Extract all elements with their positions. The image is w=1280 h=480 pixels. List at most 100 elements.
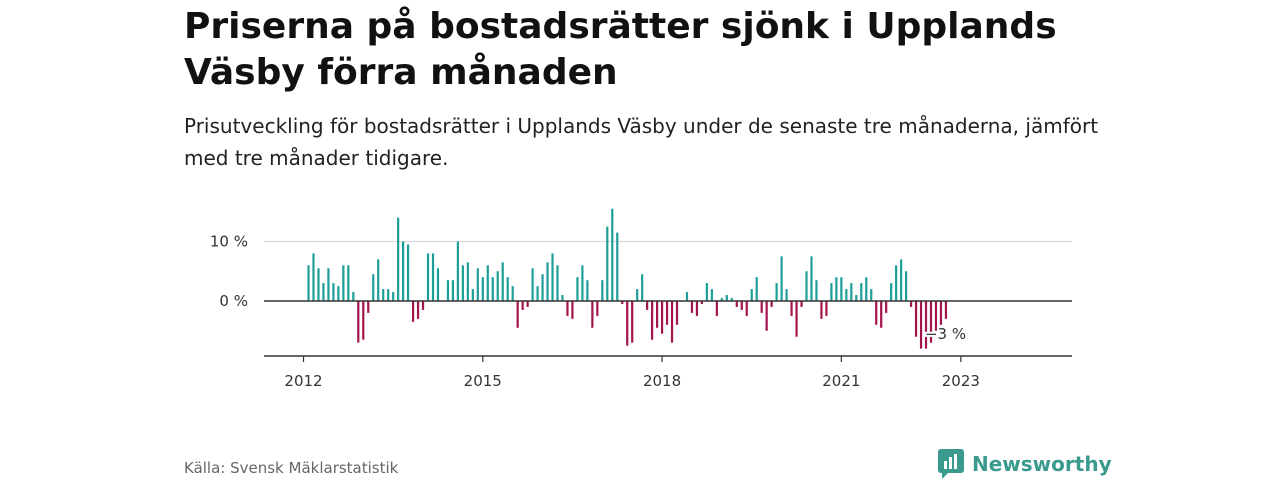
bar (357, 301, 360, 343)
bar (760, 301, 763, 313)
bar (660, 301, 664, 334)
bar (456, 241, 459, 301)
bar (865, 277, 868, 301)
x-tick-label: 2021 (822, 372, 860, 390)
bar (541, 274, 544, 302)
y-tick-label: 0 % (219, 292, 248, 310)
bar (895, 265, 898, 301)
bar (621, 301, 624, 304)
bar (795, 301, 798, 337)
axes (264, 300, 1072, 362)
bar (900, 259, 903, 301)
bar (496, 271, 499, 301)
bar (845, 289, 848, 301)
bar (387, 289, 390, 301)
x-tick-label: 2015 (464, 372, 502, 390)
bar (875, 301, 878, 325)
bar (820, 301, 823, 319)
x-tick-label: 2012 (284, 372, 322, 390)
bar (402, 241, 405, 301)
bar (392, 292, 395, 301)
bar (720, 298, 723, 301)
bar (750, 289, 753, 301)
bar (566, 301, 569, 316)
bar (840, 277, 843, 301)
bar (880, 301, 883, 328)
bar (551, 253, 554, 301)
bar (690, 301, 694, 313)
bar (501, 262, 504, 301)
bar (835, 277, 838, 301)
bar (581, 265, 584, 301)
bar (317, 268, 320, 301)
bar (556, 265, 559, 301)
bar (372, 274, 375, 302)
source-label: Källa: Svensk Mäklarstatistik (184, 459, 399, 477)
bar (914, 301, 918, 337)
bar (312, 253, 315, 301)
bar (675, 301, 679, 325)
bar (506, 277, 509, 301)
annotation-label: −3 % (925, 325, 966, 343)
bar (526, 301, 529, 307)
bar (337, 286, 340, 302)
bar (646, 301, 649, 310)
bar (377, 259, 380, 301)
bar (755, 277, 758, 301)
x-tick-label: 2023 (942, 372, 980, 390)
bar (885, 301, 888, 313)
bar (870, 289, 873, 301)
bar-chart-icon (938, 449, 964, 479)
chart-title: Priserna på bostadsrätter sjönk i Upplan… (184, 6, 1057, 93)
brand-logo[interactable]: Newsworthy (938, 448, 1112, 480)
bar (919, 301, 923, 349)
bar (382, 289, 385, 301)
bar (446, 280, 450, 301)
bar (695, 301, 699, 316)
bar (800, 301, 803, 307)
bar (850, 283, 853, 301)
bar (631, 301, 634, 343)
bar (944, 301, 948, 319)
bar (591, 301, 594, 328)
bar (561, 295, 564, 301)
bar (347, 265, 350, 301)
bar (461, 265, 464, 301)
y-tick-label: 10 % (210, 233, 248, 251)
bar (730, 298, 733, 301)
bar (651, 301, 654, 340)
bar (929, 301, 933, 343)
bar (939, 301, 943, 325)
bar (934, 301, 938, 331)
bar (576, 277, 579, 301)
bar (790, 301, 793, 316)
bar (397, 217, 400, 301)
bar (407, 244, 410, 301)
bar (611, 208, 614, 301)
bar (342, 265, 345, 301)
bar (362, 301, 365, 340)
bar (860, 283, 863, 301)
bar (367, 301, 370, 313)
bar (616, 232, 619, 301)
bar (685, 292, 689, 301)
brand-name: Newsworthy (972, 452, 1112, 476)
bar (636, 289, 639, 301)
bar (416, 301, 420, 319)
tick-labels: 0 % 10 % 2012 2015 2018 2021 2023 −3 % (210, 233, 980, 391)
bar (511, 286, 514, 302)
bar (735, 301, 738, 307)
bar (710, 289, 713, 301)
bar (830, 283, 833, 301)
bar (307, 265, 310, 301)
bar (715, 301, 718, 316)
bar (665, 301, 669, 325)
bar (810, 256, 813, 302)
bar (332, 283, 335, 301)
bar (725, 295, 728, 301)
bar (601, 280, 604, 301)
bar (670, 301, 674, 343)
bar (765, 301, 768, 331)
bar (431, 253, 435, 301)
bar (855, 295, 858, 301)
